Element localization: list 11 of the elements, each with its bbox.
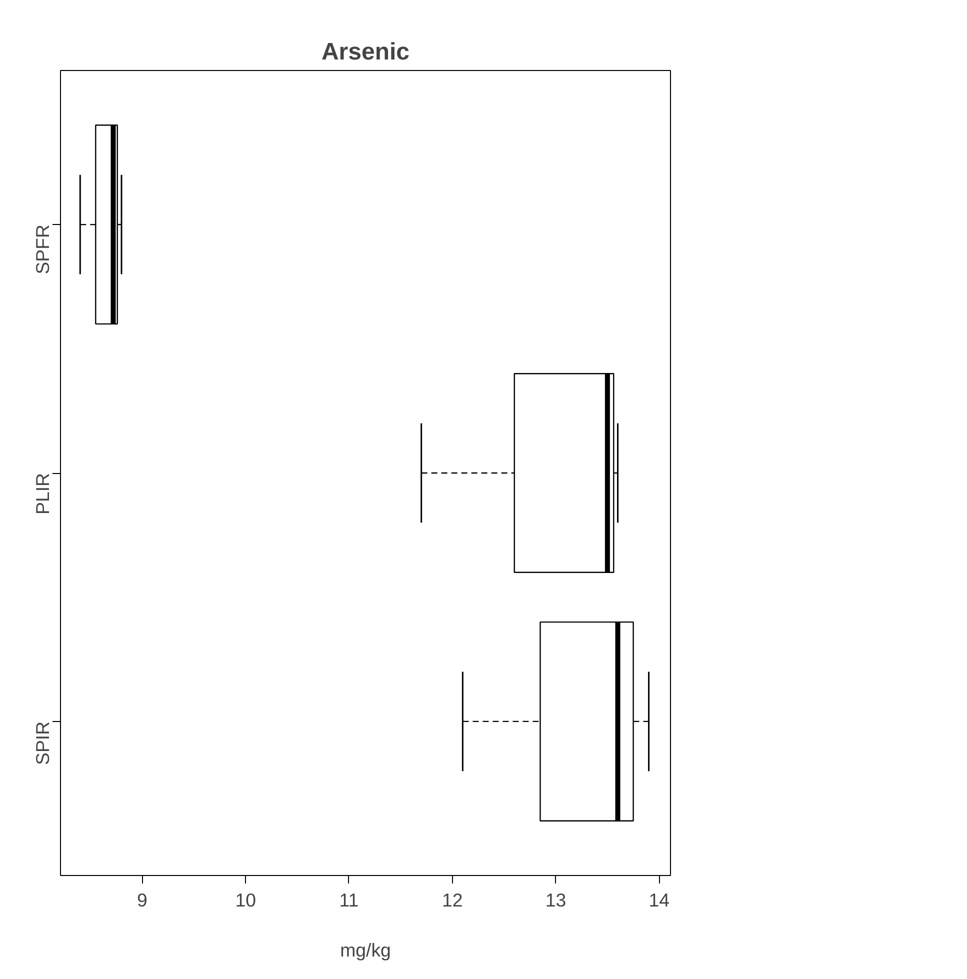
x-tick-label: 10 xyxy=(235,890,256,910)
y-tick-label: SPFR xyxy=(32,224,53,274)
chart-title: Arsenic xyxy=(321,38,410,66)
x-tick-label: 9 xyxy=(136,890,148,910)
x-axis-title: mg/kg xyxy=(340,940,391,960)
x-tick-label: 14 xyxy=(648,890,670,910)
x-tick-label: 13 xyxy=(545,890,566,910)
x-tick-label: 12 xyxy=(442,890,463,910)
y-tick-label: PLIR xyxy=(32,472,53,514)
x-tick-label: 11 xyxy=(339,890,359,910)
y-tick-label: SPIR xyxy=(32,721,53,765)
